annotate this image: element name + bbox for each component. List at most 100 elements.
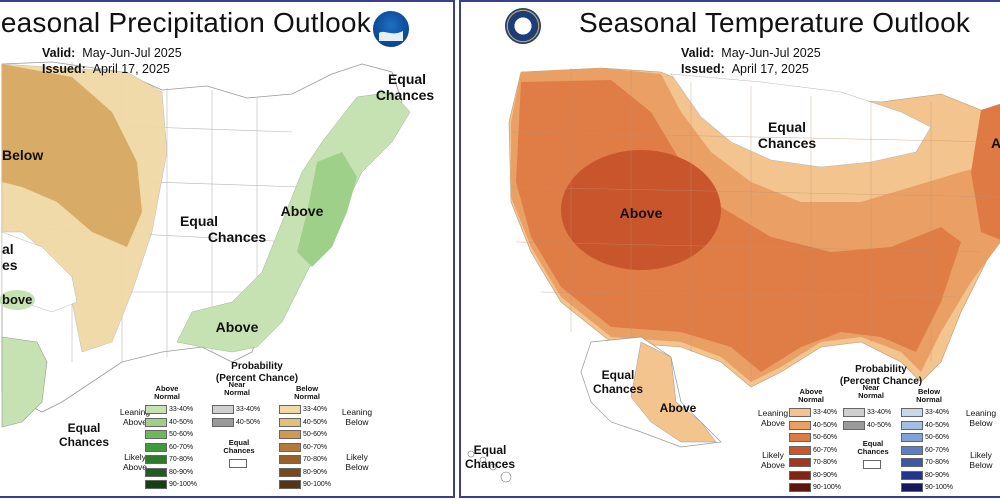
legend-below-6-swatch bbox=[279, 480, 301, 489]
temperature-issued: Issued: April 17, 2025 bbox=[681, 62, 809, 76]
issued-value: April 17, 2025 bbox=[731, 62, 809, 76]
map-label-above-southeast: Above bbox=[216, 319, 259, 335]
doc-seal-icon bbox=[505, 8, 541, 44]
legend-below-3-swatch bbox=[901, 445, 923, 455]
legend-below-1-swatch bbox=[901, 420, 923, 430]
legend-below-6-label: 90-100% bbox=[303, 481, 332, 488]
legend-above-4-label: 70-80% bbox=[813, 459, 838, 466]
legend-below-6-label: 90-100% bbox=[925, 484, 954, 491]
map-label-above-ne: A bbox=[991, 135, 1000, 151]
legend-below-0-label: 33-40% bbox=[303, 406, 328, 413]
legend-likely-below: Likely Below bbox=[969, 450, 993, 470]
precipitation-legend: Probability (Percent Chance) Above Normal… bbox=[120, 357, 447, 496]
map-label-equal-chances-north-2: Chances bbox=[758, 135, 817, 151]
legend-leaning-below: Leaning Below bbox=[341, 407, 373, 427]
issued-label: Issued: bbox=[42, 62, 86, 76]
legend-near-0-label: 33-40% bbox=[236, 406, 261, 413]
temperature-outlook-panel: Above Equal Chances Equal Chances Above … bbox=[459, 0, 1000, 498]
map-label-equal-chances-ne-2: Chances bbox=[376, 87, 435, 103]
legend-below-5-label: 80-90% bbox=[925, 471, 950, 479]
legend-above-5-swatch bbox=[145, 467, 167, 477]
legend-col-above: Above Normal bbox=[798, 387, 824, 404]
legend-below-0-swatch bbox=[279, 405, 301, 414]
legend-above-5-label: 80-90% bbox=[169, 468, 194, 476]
legend-below-2-label: 50-60% bbox=[925, 434, 950, 441]
noaa-logo-icon bbox=[372, 10, 410, 48]
legend-heading-2: (Percent Chance) bbox=[215, 373, 299, 384]
legend-above-1-swatch bbox=[145, 417, 167, 427]
legend-heading-1: Probability bbox=[231, 361, 283, 372]
legend-above-3-label: 60-70% bbox=[169, 443, 194, 451]
legend-heading-2: (Percent Chance) bbox=[839, 376, 923, 387]
legend-below-4-swatch bbox=[901, 458, 923, 467]
legend-above-6-swatch bbox=[145, 480, 167, 489]
legend-near-1-swatch bbox=[212, 417, 234, 427]
valid-label: Valid: bbox=[42, 46, 76, 60]
legend-above-1-label: 40-50% bbox=[813, 421, 838, 429]
legend-col-near: Near Normal bbox=[224, 380, 250, 397]
legend-above-2-label: 50-60% bbox=[813, 434, 838, 441]
legend-above-0-swatch bbox=[789, 408, 811, 417]
issued-label: Issued: bbox=[681, 62, 725, 76]
legend-near-1-label: 40-50% bbox=[867, 421, 892, 429]
map-label-equal-chances-west-1: al bbox=[2, 241, 14, 257]
legend-leaning-below: Leaning Below bbox=[965, 408, 997, 428]
map-label-equal-chances-alaska-2: Chances bbox=[593, 382, 643, 396]
legend-below-5-swatch bbox=[279, 467, 301, 477]
legend-col-below: Below Normal bbox=[294, 384, 320, 401]
map-label-above-alaska: Above bbox=[660, 401, 697, 415]
legend-swatch-equal bbox=[229, 459, 247, 468]
legend-near-1-label: 40-50% bbox=[236, 418, 261, 426]
legend-below-5-label: 80-90% bbox=[303, 468, 328, 476]
legend-above-6-swatch bbox=[789, 483, 811, 492]
legend-leaning-above: Leaning Above bbox=[119, 407, 151, 427]
precipitation-valid: Valid: May-Jun-Jul 2025 bbox=[42, 46, 182, 60]
precipitation-outlook-panel: Below Equal Chances Above Above Equal Ch… bbox=[0, 0, 455, 498]
map-label-equal-chances-center-2: Chances bbox=[208, 229, 267, 245]
legend-below-3-label: 60-70% bbox=[303, 443, 328, 451]
map-label-below: Below bbox=[2, 147, 43, 163]
map-label-equal-chances-hawaii-1: Equal bbox=[474, 443, 507, 457]
map-label-equal-chances-center-1: Equal bbox=[180, 213, 218, 229]
precipitation-issued: Issued: April 17, 2025 bbox=[42, 62, 170, 76]
legend-below-5-swatch bbox=[901, 470, 923, 480]
legend-near-1-swatch bbox=[843, 420, 865, 430]
alaska-above bbox=[630, 341, 717, 443]
legend-above-3-label: 60-70% bbox=[813, 446, 838, 454]
map-label-equal-chances-alaska-1: Equal bbox=[602, 368, 635, 382]
below-region-mid bbox=[2, 64, 142, 247]
legend-below-2-swatch bbox=[279, 430, 301, 439]
legend-below-0-swatch bbox=[901, 408, 923, 417]
above-region-core bbox=[561, 150, 721, 270]
legend-above-4-swatch bbox=[145, 455, 167, 464]
issued-value: April 17, 2025 bbox=[92, 62, 170, 76]
above-region-east-light bbox=[176, 91, 411, 353]
legend-col-below: Below Normal bbox=[916, 387, 942, 404]
legend-below-1-swatch bbox=[279, 417, 301, 427]
legend-likely-above: Likely Above bbox=[760, 450, 786, 470]
legend-above-2-label: 50-60% bbox=[169, 431, 194, 438]
legend-near-0-label: 33-40% bbox=[867, 409, 892, 416]
legend-col-near: Near Normal bbox=[858, 383, 884, 400]
above-region-east-mid bbox=[297, 152, 357, 267]
valid-value: May-Jun-Jul 2025 bbox=[721, 46, 821, 60]
legend-below-2-swatch bbox=[901, 433, 923, 442]
legend-swatch-equal bbox=[863, 460, 881, 469]
legend-below-1-label: 40-50% bbox=[303, 418, 328, 426]
legend-leaning-above: Leaning Above bbox=[757, 408, 789, 428]
precipitation-map: Below Equal Chances Above Above Equal Ch… bbox=[0, 61, 435, 449]
legend-below-3-label: 60-70% bbox=[925, 446, 950, 454]
legend-above-6-label: 90-100% bbox=[169, 481, 198, 488]
legend-near-0-swatch bbox=[843, 408, 865, 417]
legend-below-3-swatch bbox=[279, 442, 301, 452]
temperature-title: Seasonal Temperature Outlook bbox=[579, 7, 971, 38]
map-label-equal-chances-west-2: es bbox=[2, 257, 18, 273]
equal-chances-north bbox=[670, 73, 932, 168]
legend-col-above: Above Normal bbox=[154, 384, 180, 401]
legend-below-2-label: 50-60% bbox=[303, 431, 328, 438]
precipitation-title: Seasonal Precipitation Outlook bbox=[0, 7, 371, 38]
map-label-above-west: bove bbox=[2, 292, 32, 307]
legend-above-1-swatch bbox=[789, 420, 811, 430]
map-label-equal-chances-hawaii-2: Chances bbox=[465, 457, 515, 471]
map-label-equal-chances-bottom-1: Equal bbox=[68, 421, 101, 435]
